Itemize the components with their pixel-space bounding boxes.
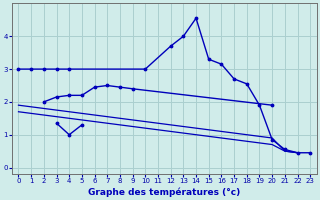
X-axis label: Graphe des températures (°c): Graphe des températures (°c) <box>88 187 240 197</box>
